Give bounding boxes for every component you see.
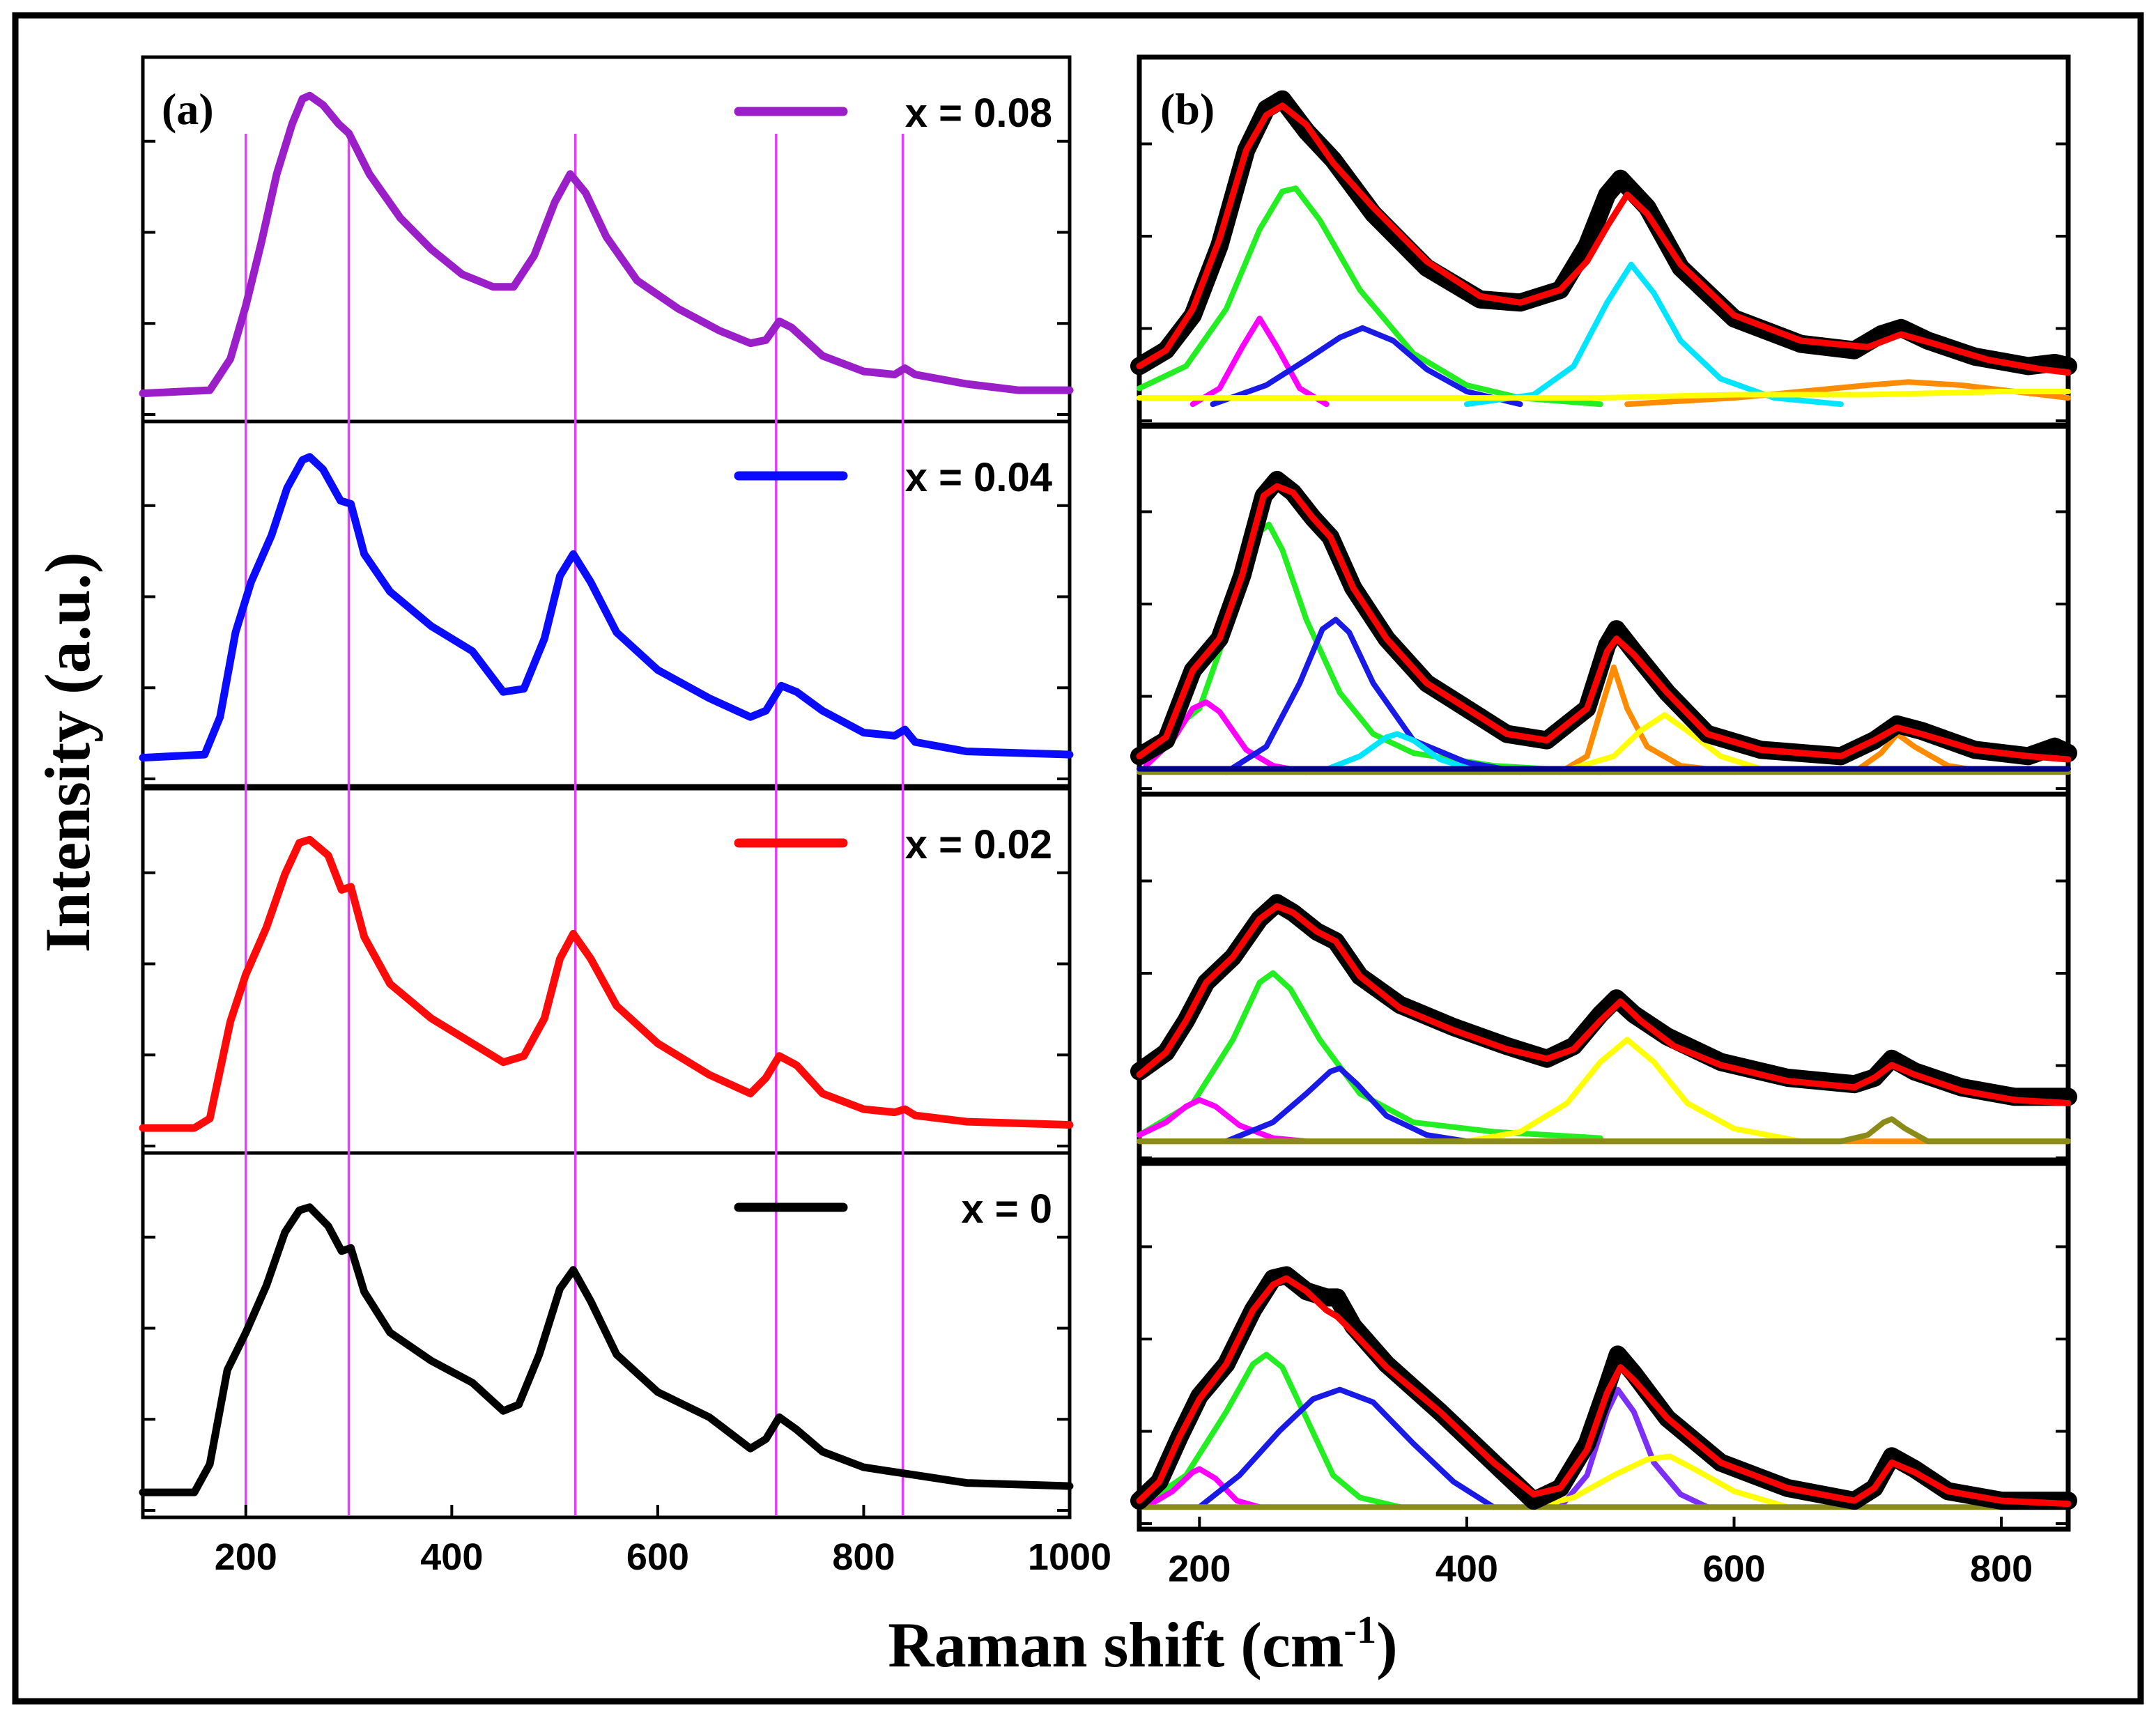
panel-a-legend-label: x = 0 xyxy=(961,1186,1052,1232)
x-axis-label-close: ) xyxy=(1376,1609,1398,1680)
panel-a-x-tick-label: 1000 xyxy=(1028,1536,1111,1578)
panel-b-x-ticks: 200 400 600 800 xyxy=(1168,1517,2033,1590)
panel-a-series-line xyxy=(139,1203,1074,1496)
panel-a: x = 0.08 x = 0.04 x = 0.02 x = 0 (a) 200 400… xyxy=(139,55,1111,1578)
panel-b-component-peak xyxy=(1196,1386,1497,1510)
panel-b-component-peak xyxy=(1143,1466,1263,1510)
panel-a-x-ticks: 200 400 600 800 1000 xyxy=(215,1505,1111,1578)
panel-b-series xyxy=(1130,90,2077,1510)
panel-b-component-peak xyxy=(1137,1352,1403,1510)
panel-b: (b) 200 400 600 800 xyxy=(1130,54,2077,1590)
panel-b-component-peak xyxy=(1137,185,1603,408)
panel-a-frames xyxy=(141,55,1072,1519)
panel-a-legend-label: x = 0.08 xyxy=(905,91,1052,136)
panel-a-series-line xyxy=(139,835,1074,1132)
panel-b-cumulative-fit xyxy=(1136,102,2072,376)
panel-a-frame xyxy=(141,1151,1072,1519)
panel-b-x-tick-label: 800 xyxy=(1970,1548,2033,1590)
panel-b-experimental-data xyxy=(1130,894,2077,1106)
panel-b-frame xyxy=(1137,791,2071,1166)
panel-b-component-peak xyxy=(1557,1386,1711,1510)
panel-b-frames xyxy=(1137,54,2071,1532)
panel-b-component-peak xyxy=(1137,970,1603,1141)
panel-a-frame xyxy=(141,419,1072,788)
panel-b-x-tick-label: 400 xyxy=(1435,1548,1498,1590)
x-axis-label-superscript: -1 xyxy=(1343,1609,1376,1652)
panel-a-reference-lines xyxy=(245,134,904,1516)
panel-b-cumulative-fit xyxy=(1136,1275,2072,1508)
panel-b-component-peak xyxy=(1189,316,1330,408)
panel-a-series-line xyxy=(139,453,1074,762)
figure-border xyxy=(12,12,2144,1705)
x-axis-label-main: Raman shift (cm xyxy=(888,1609,1343,1680)
panel-b-frame xyxy=(1137,1157,2071,1532)
panel-b-experimental-data xyxy=(1130,1266,2077,1510)
panel-a-x-tick-label: 800 xyxy=(832,1536,895,1578)
panel-a-x-tick-label: 400 xyxy=(420,1536,483,1578)
y-axis-label: Intensity (a.u.) xyxy=(32,552,103,952)
panel-b-component-peak xyxy=(1137,1097,1309,1145)
panel-b-experimental-data xyxy=(1130,470,2077,766)
panel-a-series-line xyxy=(139,91,1074,398)
panel-a-legend-label: x = 0.04 xyxy=(905,455,1052,500)
panel-b-frame xyxy=(1137,54,2071,429)
panel-b-component-peak xyxy=(1137,1116,2071,1145)
panel-b-component-peak xyxy=(1557,664,1737,775)
panel-b-component-peak xyxy=(1530,1453,1791,1510)
panel-b-component-peak xyxy=(1463,261,1844,408)
panel-b-component-peak xyxy=(1210,325,1523,408)
panel-a-legend-label: x = 0.02 xyxy=(905,822,1052,867)
panel-b-component-peak xyxy=(1223,1065,1470,1145)
panel-b-component-peak xyxy=(1223,617,1523,775)
panel-a-series xyxy=(139,91,1074,1496)
panel-a-x-tick-label: 200 xyxy=(215,1536,277,1578)
panel-a-label: (a) xyxy=(162,84,214,134)
panel-b-component-peak xyxy=(1137,389,2071,401)
panel-b-x-tick-label: 200 xyxy=(1168,1548,1231,1590)
panel-b-component-peak xyxy=(1463,1037,1804,1145)
panel-b-x-tick-label: 600 xyxy=(1702,1548,1765,1590)
panel-a-x-tick-label: 600 xyxy=(626,1536,689,1578)
x-axis-label: Raman shift (cm-1) xyxy=(888,1609,1397,1680)
panel-b-cumulative-fit xyxy=(1136,903,2072,1106)
panel-b-component-peak xyxy=(1316,731,1484,775)
panel-b-label: (b) xyxy=(1160,84,1215,134)
panel-b-cumulative-fit xyxy=(1136,483,2072,763)
panel-a-legends: x = 0.08 x = 0.04 x = 0.02 x = 0 xyxy=(734,91,1052,1232)
